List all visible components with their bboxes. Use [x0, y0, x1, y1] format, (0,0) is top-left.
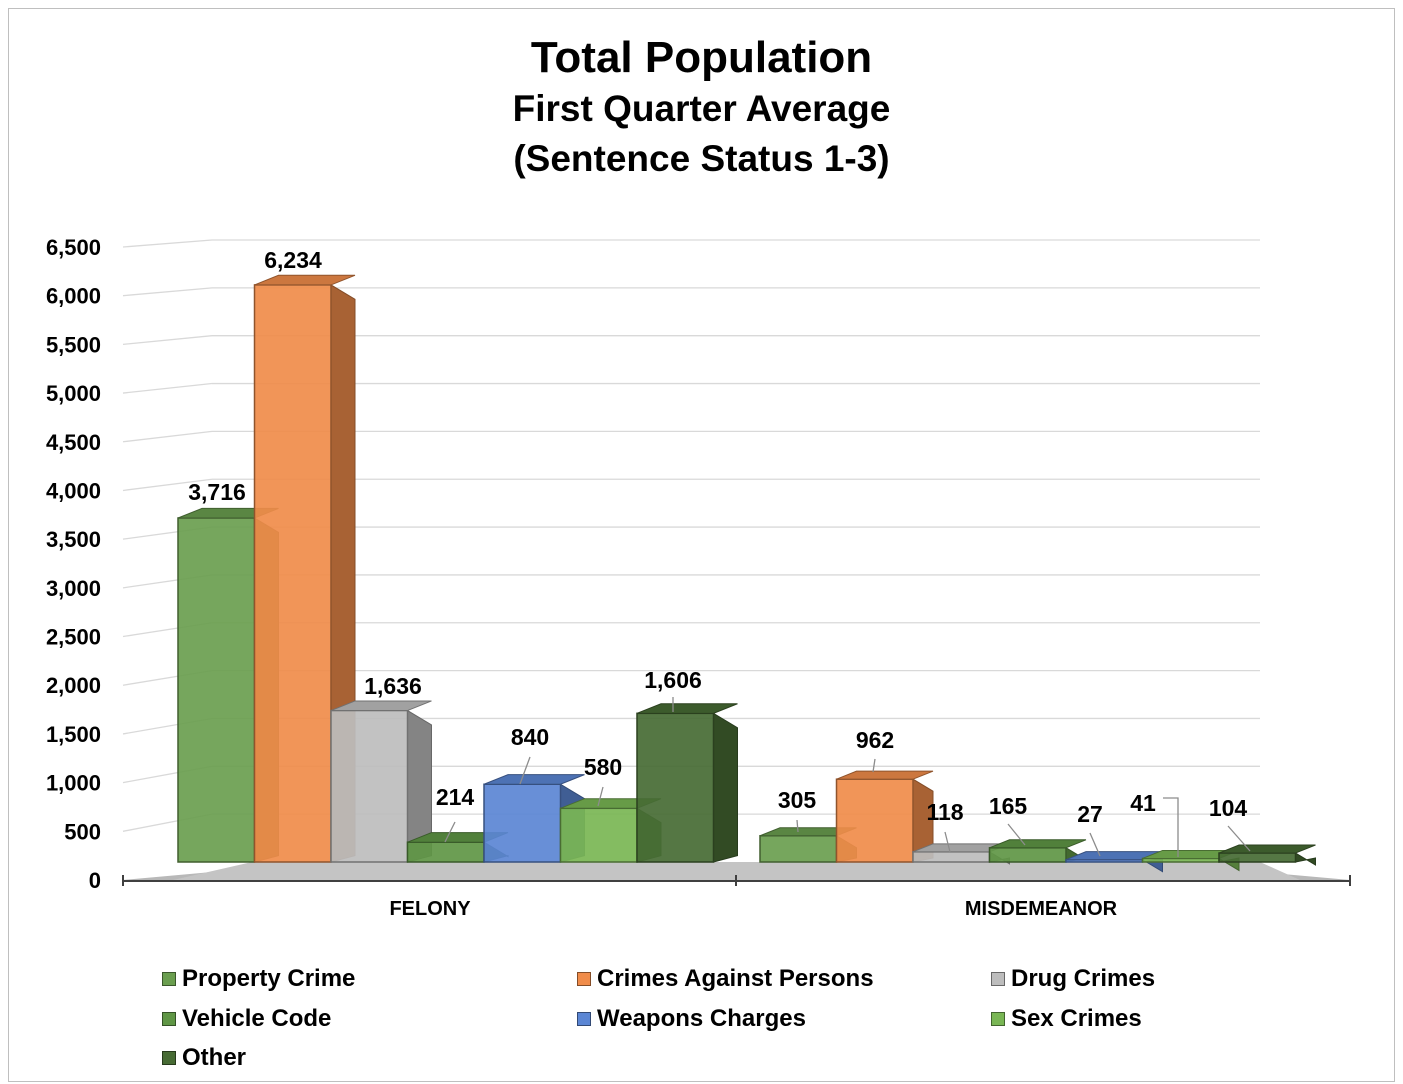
legend-swatch — [162, 1051, 176, 1065]
data-label: 104 — [1209, 795, 1248, 821]
bar-top — [330, 700, 432, 712]
category-label: MISDEMEANOR — [965, 898, 1118, 920]
chart-floor-shade — [173, 862, 1300, 880]
data-label-leader — [1089, 832, 1101, 857]
legend-swatch — [991, 1012, 1005, 1026]
y-tick-label: 4,500 — [46, 430, 101, 455]
bar — [330, 709, 409, 863]
legend-swatch — [162, 972, 176, 986]
legend-swatch — [577, 1012, 591, 1026]
bar-top — [1218, 844, 1316, 854]
y-tick-label: 3,500 — [46, 527, 101, 552]
gridline-side — [122, 430, 213, 443]
data-label: 962 — [856, 727, 894, 753]
gridline-side — [122, 382, 213, 394]
legend-item: Weapons Charges — [577, 1005, 806, 1033]
y-tick-label: 1,500 — [46, 722, 101, 747]
y-tick-label: 5,500 — [46, 332, 101, 357]
data-label-leader — [872, 758, 876, 773]
data-label: 41 — [1130, 790, 1156, 816]
y-tick-label: 3,000 — [46, 576, 101, 601]
data-label: 580 — [584, 754, 622, 780]
legend-item: Drug Crimes — [991, 965, 1155, 993]
chart-subtitle: First Quarter Average — [512, 88, 891, 129]
data-label-leader — [444, 821, 456, 843]
data-label: 165 — [989, 793, 1028, 819]
y-tick-label: 6,000 — [46, 284, 101, 309]
bar — [835, 778, 914, 863]
y-tick-label: 4,000 — [46, 478, 101, 503]
legend-item: Other — [162, 1044, 246, 1072]
bar — [253, 284, 332, 863]
bar-top — [836, 770, 934, 780]
data-label-leader — [597, 786, 604, 807]
data-label: 1,636 — [364, 673, 422, 699]
bar — [1141, 857, 1220, 863]
y-tick-label: 0 — [89, 868, 101, 893]
bar-top — [636, 703, 738, 714]
data-label-leader — [1163, 797, 1179, 857]
bar — [759, 834, 838, 863]
legend-label: Sex Crimes — [1011, 1005, 1142, 1032]
gridline-side — [122, 287, 213, 297]
bar — [636, 712, 715, 863]
data-label: 6,234 — [264, 247, 322, 273]
bar — [483, 783, 562, 863]
bar — [559, 807, 638, 863]
bar-top — [254, 274, 356, 286]
bar-top — [989, 839, 1087, 849]
bar-top — [483, 774, 585, 785]
legend-label: Drug Crimes — [1011, 965, 1156, 992]
category-label: FELONY — [389, 898, 471, 920]
chart-subtitle-2: (Sentence Status 1-3) — [513, 138, 890, 179]
data-label: 305 — [778, 787, 817, 813]
data-label-leader — [796, 819, 799, 833]
data-label: 1,606 — [644, 667, 702, 693]
legend-item: Crimes Against Persons — [577, 965, 874, 993]
legend-label: Other — [182, 1044, 247, 1071]
legend-label: Crimes Against Persons — [597, 965, 874, 992]
gridline-side — [122, 478, 213, 492]
data-label: 27 — [1077, 801, 1103, 827]
legend-item: Property Crime — [162, 965, 355, 993]
legend-swatch — [162, 1012, 176, 1026]
data-label: 3,716 — [188, 479, 246, 505]
data-label: 118 — [926, 799, 963, 825]
y-tick-label: 2,000 — [46, 673, 101, 698]
bar-side — [713, 712, 738, 863]
bar-side — [1295, 852, 1316, 866]
data-label-leader — [519, 756, 531, 785]
y-tick-label: 5,000 — [46, 381, 101, 406]
bar — [988, 847, 1067, 863]
legend-label: Weapons Charges — [597, 1005, 806, 1032]
bar — [177, 517, 256, 863]
chart-title: Total Population — [530, 33, 873, 82]
y-tick-label: 1,000 — [46, 771, 101, 796]
y-tick-label: 2,500 — [46, 625, 101, 650]
gridline-side — [122, 335, 213, 346]
legend-item: Sex Crimes — [991, 1005, 1142, 1033]
bar — [912, 851, 991, 863]
legend-label: Vehicle Code — [182, 1005, 332, 1032]
bar — [1218, 852, 1297, 863]
y-tick-label: 6,500 — [46, 235, 101, 260]
data-label: 214 — [436, 784, 475, 810]
data-label-leader — [1227, 825, 1251, 852]
data-label-leader — [944, 831, 951, 853]
legend-label: Property Crime — [182, 965, 356, 992]
legend-swatch — [577, 972, 591, 986]
y-tick-label: 500 — [64, 819, 101, 844]
legend-item: Vehicle Code — [162, 1005, 331, 1033]
data-label: 840 — [511, 724, 549, 750]
data-label-leader — [1007, 823, 1026, 846]
legend-swatch — [991, 972, 1005, 986]
bar — [406, 841, 485, 863]
gridline-side — [122, 239, 213, 248]
